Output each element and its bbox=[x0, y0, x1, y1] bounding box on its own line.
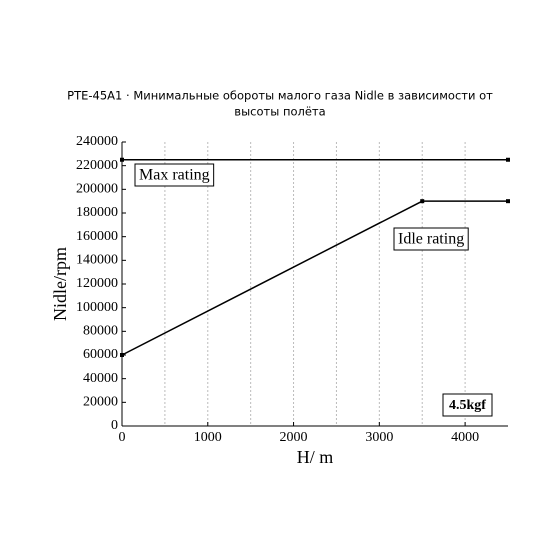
series-label: Max rating bbox=[139, 167, 210, 184]
marker bbox=[120, 157, 124, 162]
x-axis-label: H/ m bbox=[297, 447, 334, 467]
y-tick-label: 60000 bbox=[83, 347, 118, 362]
y-tick-label: 100000 bbox=[76, 300, 118, 315]
y-tick-label: 140000 bbox=[76, 253, 118, 268]
marker bbox=[420, 199, 425, 204]
marker bbox=[120, 353, 124, 357]
y-tick-label: 160000 bbox=[76, 229, 118, 244]
label-box bbox=[134, 163, 215, 187]
x-tick-label: 0 bbox=[119, 430, 126, 445]
x-tick-label: 3000 bbox=[365, 430, 393, 445]
y-tick-label: 240000 bbox=[76, 134, 118, 149]
y-tick-label: 200000 bbox=[76, 182, 118, 197]
x-tick-label: 4000 bbox=[451, 430, 479, 445]
y-tick-label: 20000 bbox=[83, 395, 118, 410]
y-tick-label: 80000 bbox=[83, 324, 118, 339]
marker bbox=[506, 199, 510, 204]
x-tick-label: 1000 bbox=[194, 430, 222, 445]
marker bbox=[506, 157, 510, 162]
line bbox=[121, 200, 508, 356]
annotation: 4.5kgf bbox=[449, 398, 486, 413]
y-tick-label: 0 bbox=[111, 418, 118, 433]
series-label: Idle rating bbox=[398, 231, 464, 248]
y-tick-label: 120000 bbox=[76, 276, 118, 291]
y-tick-label: 40000 bbox=[83, 371, 118, 386]
y-tick-label: 220000 bbox=[76, 158, 118, 173]
x-tick-label: 2000 bbox=[280, 430, 308, 445]
annotation-box bbox=[442, 393, 493, 417]
y-axis-label: Nidle/rpm bbox=[50, 247, 70, 321]
label-box bbox=[393, 227, 469, 251]
chart-title: высоты полёта bbox=[234, 105, 325, 119]
chart-title: PTE-45A1 · Минимальные обороты малого га… bbox=[67, 89, 493, 103]
y-tick-label: 180000 bbox=[76, 205, 118, 220]
